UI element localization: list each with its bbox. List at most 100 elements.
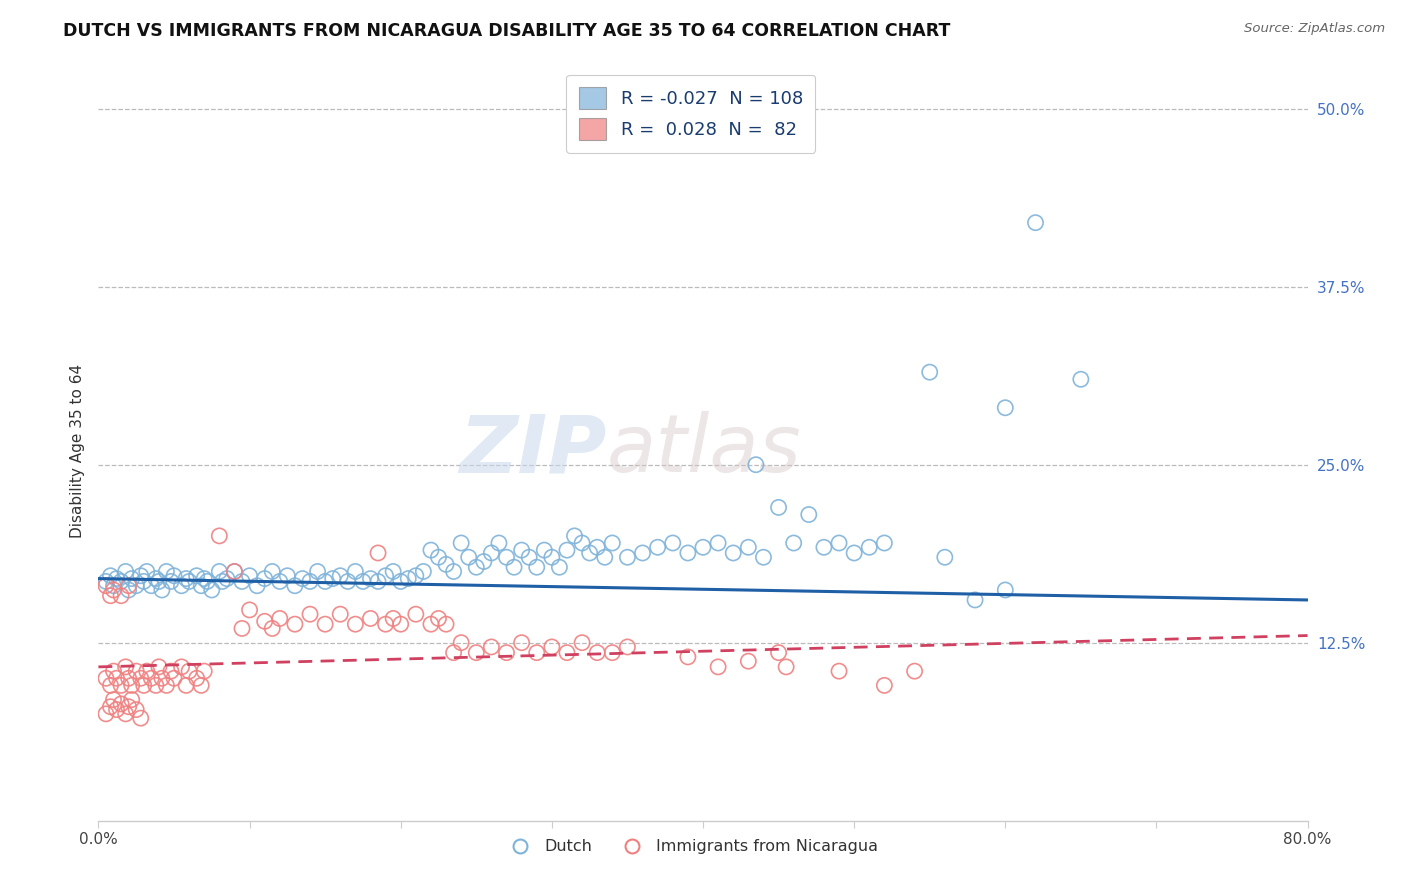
Immigrants from Nicaragua <box>405 607 427 622</box>
Immigrants from Nicaragua <box>105 671 128 685</box>
Immigrants from Nicaragua <box>170 660 193 674</box>
Dutch <box>121 572 143 586</box>
Immigrants from Nicaragua <box>110 697 132 711</box>
Dutch <box>465 560 488 574</box>
Dutch <box>412 565 434 579</box>
Dutch <box>163 568 186 582</box>
Immigrants from Nicaragua <box>434 617 457 632</box>
Dutch <box>360 572 382 586</box>
Immigrants from Nicaragua <box>148 660 170 674</box>
Y-axis label: Disability Age 35 to 64: Disability Age 35 to 64 <box>69 363 84 538</box>
Immigrants from Nicaragua <box>262 622 284 636</box>
Immigrants from Nicaragua <box>163 671 186 685</box>
Immigrants from Nicaragua <box>314 617 336 632</box>
Dutch <box>100 568 122 582</box>
Dutch <box>155 565 177 579</box>
Immigrants from Nicaragua <box>344 617 367 632</box>
Immigrants from Nicaragua <box>125 664 148 678</box>
Dutch <box>396 572 419 586</box>
Dutch <box>374 568 396 582</box>
Immigrants from Nicaragua <box>231 622 253 636</box>
Dutch <box>170 579 193 593</box>
Immigrants from Nicaragua <box>420 617 443 632</box>
Dutch <box>737 541 759 555</box>
Immigrants from Nicaragua <box>873 678 896 692</box>
Dutch <box>314 574 336 589</box>
Dutch <box>828 536 851 550</box>
Immigrants from Nicaragua <box>427 611 450 625</box>
Dutch <box>215 572 238 586</box>
Dutch <box>994 582 1017 597</box>
Dutch <box>389 574 412 589</box>
Dutch <box>94 574 117 589</box>
Dutch <box>118 582 141 597</box>
Dutch <box>457 550 479 565</box>
Dutch <box>262 565 284 579</box>
Dutch <box>526 560 548 574</box>
Immigrants from Nicaragua <box>110 589 132 603</box>
Dutch <box>661 536 683 550</box>
Dutch <box>844 546 866 560</box>
Immigrants from Nicaragua <box>135 664 157 678</box>
Immigrants from Nicaragua <box>114 706 136 721</box>
Dutch <box>211 574 233 589</box>
Immigrants from Nicaragua <box>676 649 699 664</box>
Immigrants from Nicaragua <box>186 671 208 685</box>
Immigrants from Nicaragua <box>360 611 382 625</box>
Immigrants from Nicaragua <box>481 640 503 654</box>
Immigrants from Nicaragua <box>737 654 759 668</box>
Immigrants from Nicaragua <box>224 565 246 579</box>
Immigrants from Nicaragua <box>586 646 609 660</box>
Dutch <box>548 560 571 574</box>
Dutch <box>472 555 495 569</box>
Dutch <box>443 565 465 579</box>
Immigrants from Nicaragua <box>616 640 638 654</box>
Dutch <box>336 574 359 589</box>
Dutch <box>367 574 389 589</box>
Immigrants from Nicaragua <box>132 678 155 692</box>
Dutch <box>132 574 155 589</box>
Immigrants from Nicaragua <box>155 678 177 692</box>
Dutch <box>434 558 457 572</box>
Dutch <box>253 572 276 586</box>
Dutch <box>813 541 835 555</box>
Dutch <box>752 550 775 565</box>
Dutch <box>783 536 806 550</box>
Immigrants from Nicaragua <box>443 646 465 660</box>
Immigrants from Nicaragua <box>382 611 405 625</box>
Dutch <box>586 541 609 555</box>
Dutch <box>692 541 714 555</box>
Dutch <box>723 546 745 560</box>
Dutch <box>208 565 231 579</box>
Immigrants from Nicaragua <box>828 664 851 678</box>
Immigrants from Nicaragua <box>269 611 291 625</box>
Immigrants from Nicaragua <box>129 711 152 725</box>
Immigrants from Nicaragua <box>150 671 173 685</box>
Dutch <box>114 565 136 579</box>
Text: atlas: atlas <box>606 411 801 490</box>
Immigrants from Nicaragua <box>118 579 141 593</box>
Dutch <box>934 550 956 565</box>
Immigrants from Nicaragua <box>145 678 167 692</box>
Dutch <box>994 401 1017 415</box>
Immigrants from Nicaragua <box>125 703 148 717</box>
Dutch <box>284 579 307 593</box>
Immigrants from Nicaragua <box>253 615 276 629</box>
Dutch <box>174 572 197 586</box>
Dutch <box>540 550 562 565</box>
Immigrants from Nicaragua <box>707 660 730 674</box>
Dutch <box>450 536 472 550</box>
Immigrants from Nicaragua <box>110 678 132 692</box>
Dutch <box>105 572 128 586</box>
Immigrants from Nicaragua <box>100 699 122 714</box>
Dutch <box>179 574 201 589</box>
Immigrants from Nicaragua <box>105 703 128 717</box>
Dutch <box>420 543 443 558</box>
Immigrants from Nicaragua <box>367 546 389 560</box>
Dutch <box>918 365 941 379</box>
Dutch <box>602 130 624 145</box>
Dutch <box>239 568 262 582</box>
Dutch <box>129 568 152 582</box>
Immigrants from Nicaragua <box>118 671 141 685</box>
Immigrants from Nicaragua <box>174 678 197 692</box>
